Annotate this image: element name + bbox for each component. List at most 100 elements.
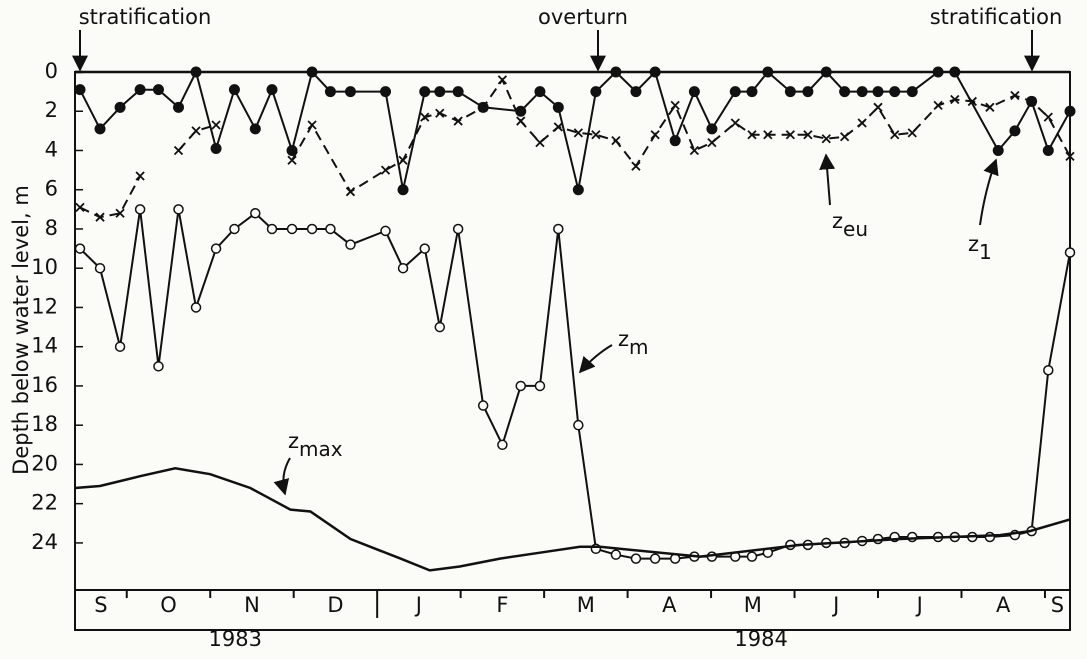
point [306,223,318,235]
point [95,212,105,222]
point [345,187,356,197]
point [249,123,261,135]
label-arrow [819,153,836,206]
point [134,84,146,96]
point [325,223,336,235]
point [967,96,977,107]
point [872,86,884,98]
annotation: stratification [930,5,1063,29]
point [115,208,125,218]
point [821,134,831,144]
point [630,86,642,98]
x-tick-label: J [915,593,923,617]
point [802,86,814,98]
point [688,86,700,98]
series-name: z [288,429,299,453]
y-tick-label: 16 [31,373,58,397]
point [907,128,917,138]
point [420,112,430,122]
point [785,130,796,140]
point [1064,105,1076,117]
point [590,86,602,98]
point [453,116,463,126]
x-tick-label: J [414,593,422,617]
point [1043,364,1054,376]
annotation: stratification [79,5,212,29]
point [380,165,391,175]
series-line [79,209,1071,560]
point [306,66,318,78]
point [573,419,584,431]
series-line [79,77,1071,219]
point [153,361,164,372]
point [707,137,717,148]
y-tick-label: 24 [31,530,58,554]
point [380,86,392,98]
point [515,105,527,117]
point [74,84,86,96]
y-tick-label: 2 [45,98,58,122]
point [553,223,564,235]
point [933,100,943,110]
point [398,155,408,165]
year-label: 1984 [734,627,787,651]
point [889,86,901,98]
point [173,145,184,156]
point [345,239,356,250]
point [1009,125,1021,137]
point [706,123,718,135]
point [250,208,261,219]
point [228,84,240,96]
point [114,101,126,113]
point [553,122,563,132]
x-tick-label: M [577,593,595,617]
point [747,130,757,140]
point [573,128,583,138]
point [419,243,431,254]
point [380,225,391,237]
point [649,553,661,564]
point [839,132,850,142]
series-line [74,467,1071,572]
label-arrow [979,158,999,226]
series-name: z [832,209,843,233]
y-tick-label: 22 [31,491,58,515]
x-tick-label: S [1051,593,1064,617]
point [534,380,546,392]
point [229,223,240,235]
point [669,135,681,147]
point [611,136,621,146]
point [266,84,278,96]
x-tick-label: D [327,593,343,617]
point [516,116,526,126]
point [729,86,741,98]
point [631,161,641,171]
point [477,400,489,411]
y-tick-label: 0 [45,59,58,83]
point [610,66,622,78]
point [152,84,164,96]
point [650,130,660,140]
point [191,126,201,136]
year-label: 1983 [209,627,262,651]
point [452,223,464,235]
point [134,204,146,215]
point [435,108,445,118]
series-subscript: 1 [979,240,992,264]
series-name: z [618,327,629,351]
point [114,341,126,352]
point [515,380,526,392]
point [873,102,883,112]
point [839,86,851,98]
y-tick-label: 18 [31,412,58,436]
point [397,184,409,196]
label-arrow [578,344,613,374]
series-subscript: max [299,437,343,461]
point [820,66,832,78]
series-label: z1 [968,232,992,264]
point [984,531,996,543]
point [803,130,813,140]
point [211,120,221,130]
y-tick-label: 10 [31,255,58,279]
